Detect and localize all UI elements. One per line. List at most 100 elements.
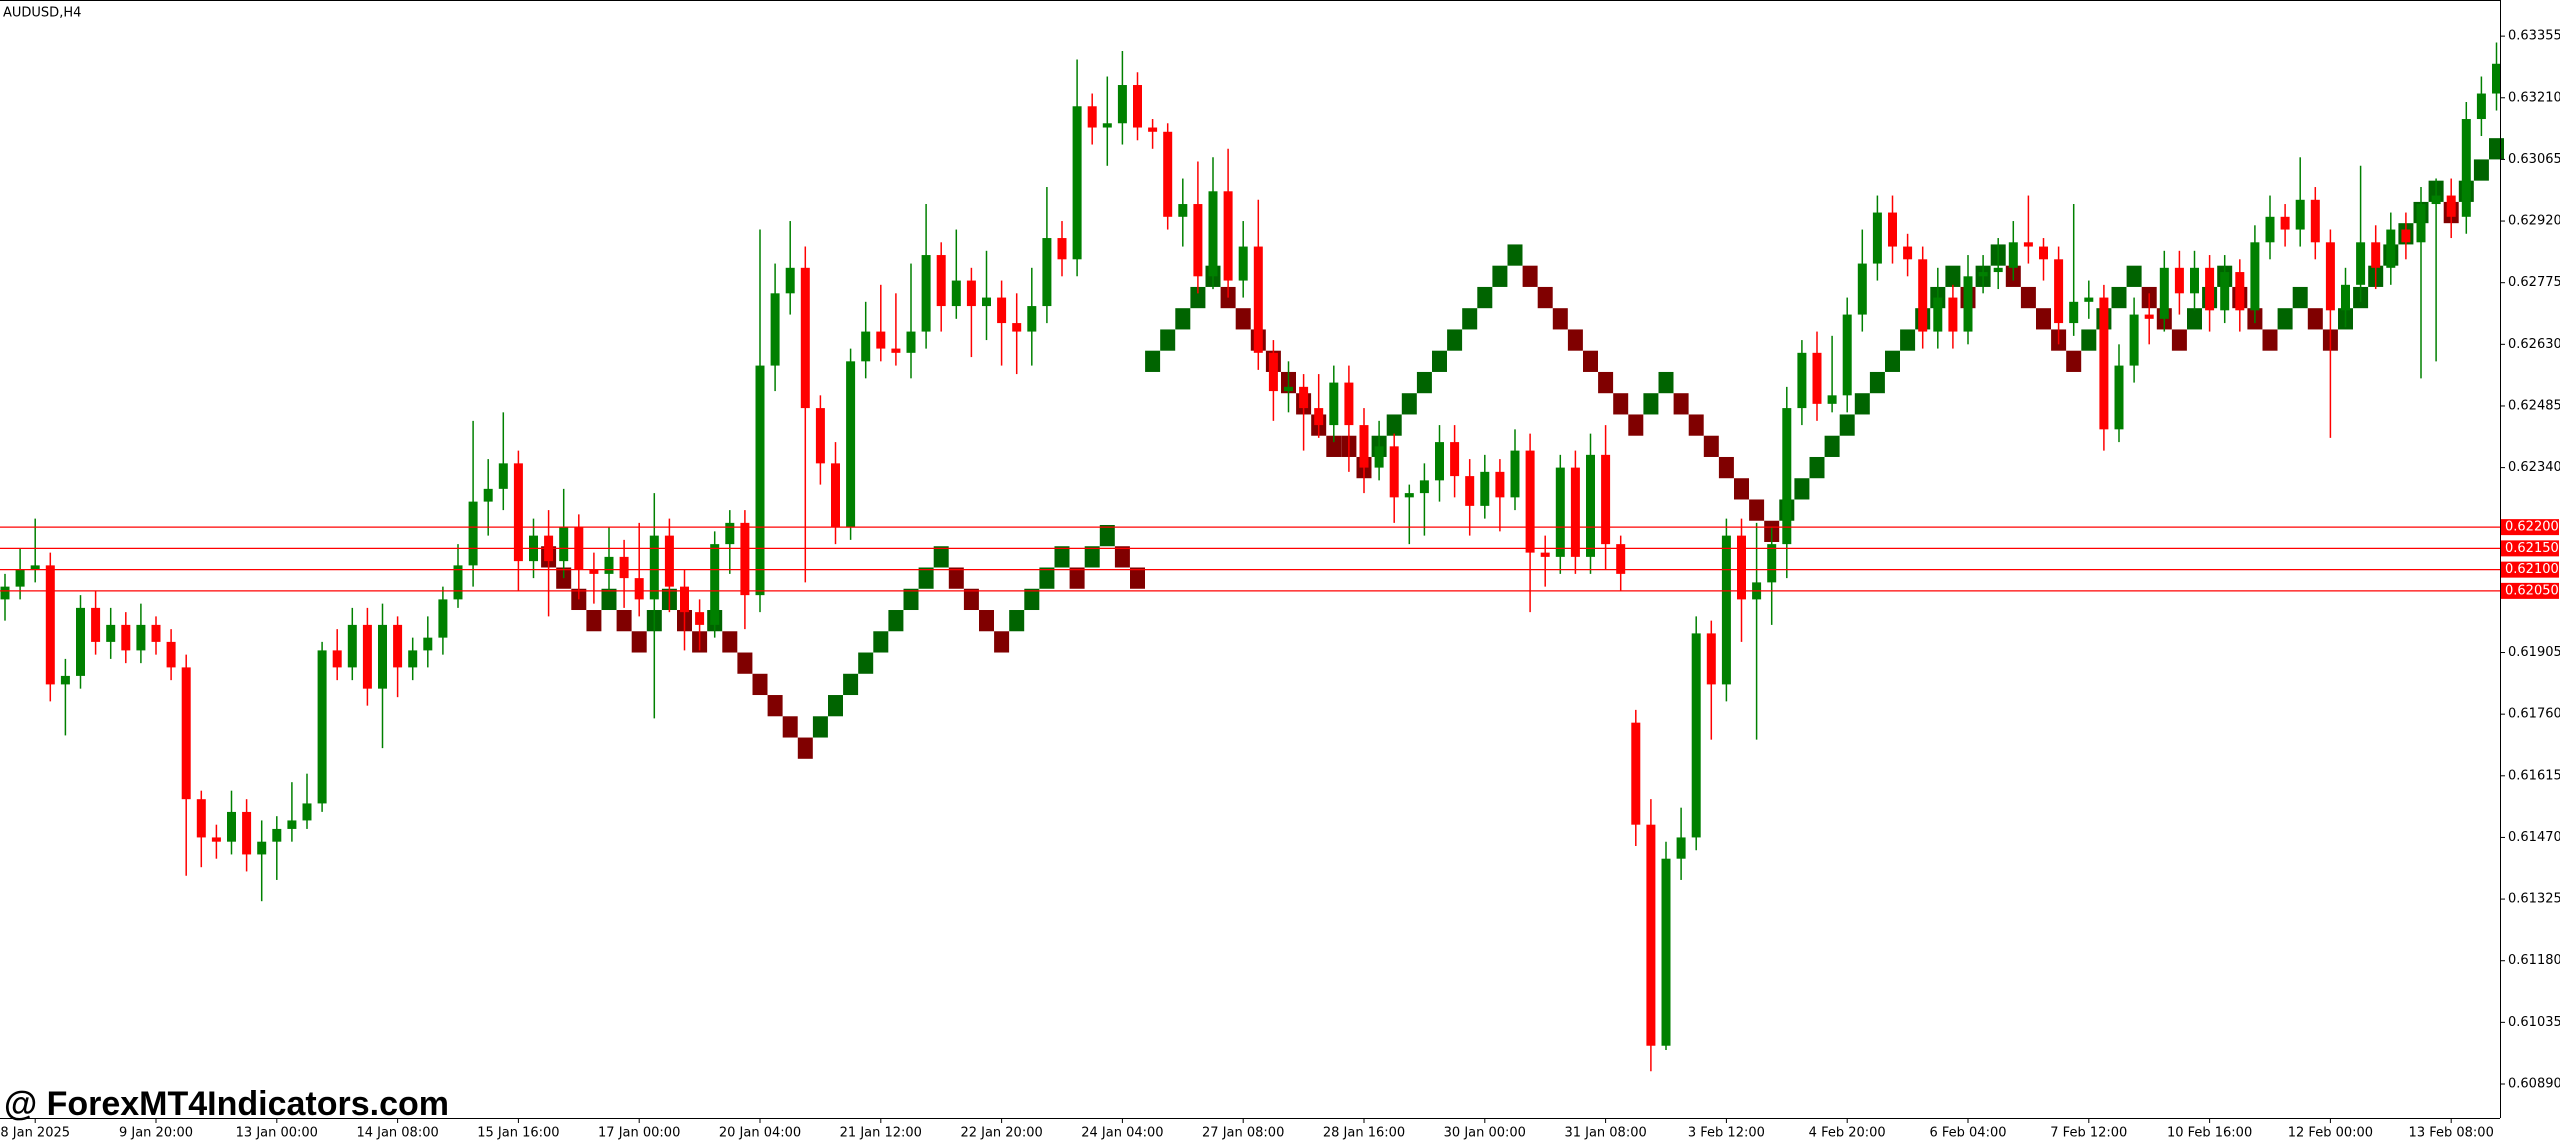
candle-body [1525, 450, 1535, 553]
renko-brick [767, 695, 783, 717]
renko-brick [2126, 265, 2142, 287]
renko-brick [948, 567, 964, 589]
renko-brick [2489, 138, 2504, 160]
x-tick-label: 6 Feb 04:00 [1929, 1126, 2006, 1141]
candle-body [2280, 216, 2290, 230]
x-tick-label: 9 Jan 20:00 [119, 1126, 193, 1141]
renko-brick [1054, 546, 1070, 568]
renko-brick [2020, 286, 2036, 309]
y-tick-label: 0.62775 [2508, 275, 2560, 290]
candle-body [332, 650, 342, 668]
candle-body [1737, 535, 1746, 600]
candle-body [589, 569, 599, 574]
renko-brick [1537, 286, 1553, 309]
renko-brick [782, 716, 798, 738]
x-tick-label: 27 Jan 08:00 [1202, 1126, 1284, 1141]
renko-brick [1839, 414, 1855, 436]
level-label: 0.62200 [2505, 520, 2559, 535]
candle-body [2492, 63, 2501, 94]
renko-brick [1326, 435, 1342, 457]
renko-brick [1099, 524, 1115, 547]
candle-body [347, 624, 357, 668]
candle-body [725, 522, 735, 545]
x-tick-label: 13 Feb 08:00 [2409, 1126, 2494, 1141]
candle-body [2220, 272, 2230, 311]
candle-body [1329, 382, 1339, 426]
candle-body [1918, 259, 1928, 332]
level-label-box [2501, 582, 2559, 599]
candle-body [2099, 297, 2109, 430]
renko-brick [1024, 588, 1040, 611]
renko-brick [1673, 393, 1689, 415]
renko-brick [1522, 265, 1538, 287]
renko-brick [918, 567, 934, 589]
candle-body [1888, 212, 1897, 247]
renko-brick [1039, 567, 1055, 589]
renko-brick [1009, 610, 1025, 632]
candle-body [1586, 454, 1595, 557]
candle-body [1646, 824, 1656, 1046]
candle-body [2325, 242, 2335, 311]
renko-brick [1900, 329, 1916, 351]
renko-brick [2307, 308, 2323, 330]
candle-body [302, 803, 312, 821]
renko-brick [933, 546, 949, 568]
candle-body [770, 293, 780, 366]
renko-brick [858, 652, 874, 674]
candle-body [1842, 314, 1852, 396]
candle-body [982, 297, 991, 307]
renko-brick [1492, 265, 1508, 287]
renko-brick [1643, 393, 1659, 415]
level-label: 0.62150 [2505, 541, 2559, 556]
renko-brick [2262, 329, 2278, 351]
y-tick-label: 0.61470 [2508, 830, 2560, 845]
candle-body [1027, 306, 1037, 332]
candle-body [2446, 195, 2456, 217]
renko-brick [1114, 546, 1130, 568]
candle-body [408, 650, 418, 668]
candle-body [2401, 229, 2411, 243]
renko-brick [1401, 393, 1417, 415]
candle-body [1857, 263, 1867, 315]
candle-body [1374, 446, 1384, 468]
candle-body [2069, 301, 2079, 324]
renko-brick [1160, 329, 1176, 351]
candle-body [121, 624, 131, 651]
level-label-box [2501, 540, 2559, 557]
candle-body [2295, 199, 2305, 230]
renko-brick [1688, 414, 1704, 436]
candle-body [1510, 450, 1520, 498]
renko-brick [1885, 350, 1900, 372]
candle-body [60, 675, 70, 685]
candle-body [1782, 408, 1792, 545]
candle-body [1042, 238, 1052, 307]
candle-body [166, 641, 176, 668]
candle-body [423, 637, 433, 651]
candle-body [2084, 297, 2094, 302]
y-tick-label: 0.61035 [2508, 1015, 2560, 1030]
candle-body [2250, 242, 2260, 311]
renko-brick [1628, 414, 1644, 436]
renko-brick [1130, 567, 1145, 589]
renko-brick [1235, 308, 1251, 330]
candle-body [1721, 535, 1731, 685]
candle-body [1178, 204, 1188, 217]
candle-body [710, 544, 720, 625]
renko-brick [1220, 286, 1236, 309]
renko-brick [873, 631, 889, 653]
candle-body [1450, 442, 1460, 477]
candle-body [1253, 246, 1263, 353]
candle-body [2416, 204, 2426, 243]
candle-body [1359, 425, 1369, 468]
renko-brick [586, 610, 602, 632]
x-tick-label: 28 Jan 16:00 [1323, 1126, 1405, 1141]
candle-body [362, 624, 372, 689]
candle-body [1148, 127, 1158, 132]
renko-brick [1416, 371, 1432, 394]
candle-body [1163, 131, 1173, 217]
candle-body [91, 607, 101, 642]
candle-body [1404, 493, 1414, 498]
renko-brick [2081, 329, 2097, 351]
candle-body [876, 331, 886, 349]
